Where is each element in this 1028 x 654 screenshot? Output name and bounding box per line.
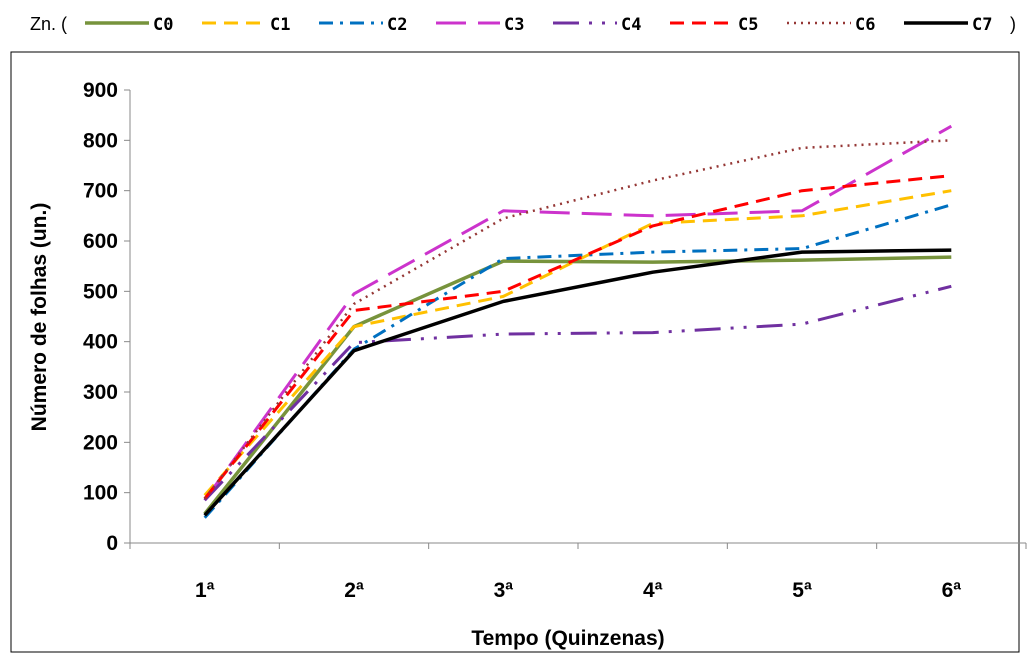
x-tick-label: 5ª <box>792 579 812 602</box>
y-tick-label: 900 <box>83 79 118 102</box>
series-line-c4 <box>203 284 952 502</box>
series-lines <box>203 124 953 519</box>
series-line-c0 <box>203 255 952 515</box>
y-tick-label: 700 <box>83 180 118 203</box>
y-tick-label: 0 <box>106 532 118 555</box>
legend-label-c7: C7 <box>972 15 992 35</box>
y-tick-label: 200 <box>83 431 118 454</box>
legend-label-c3: C3 <box>504 15 524 35</box>
y-tick-label: 100 <box>83 482 118 505</box>
series-line-c3 <box>203 124 953 502</box>
y-tick-label: 600 <box>83 230 118 253</box>
x-tick-label: 4ª <box>643 579 663 602</box>
legend-label-c6: C6 <box>855 15 875 35</box>
legend-prefix: Zn. ( <box>30 14 67 34</box>
legend-label-c0: C0 <box>153 15 173 35</box>
legend-label-c4: C4 <box>621 15 641 35</box>
x-tick-label: 3ª <box>494 579 514 602</box>
legend-items: C0 C1 C2 C3 C4 C5 C6 C7 <box>85 15 992 35</box>
series-line-c7 <box>203 248 952 517</box>
legend: Zn. ( C0 C1 C2 C3 C4 C5 C6 C7 ) <box>30 14 1016 35</box>
y-tick-label: 400 <box>83 331 118 354</box>
y-tick-label: 500 <box>83 280 118 303</box>
y-tick-label: 300 <box>83 381 118 404</box>
series-line-c6 <box>203 139 952 500</box>
axes: 0 100 200 300 400 500 600 700 800 900 1ª 2ª 3ª 4ª 5ª 6ª <box>83 79 1027 602</box>
legend-label-c1: C1 <box>270 15 290 35</box>
chart-frame <box>10 51 1020 653</box>
x-tick-label: 1ª <box>195 579 215 602</box>
y-axis-title: Número de folhas (un.) <box>28 203 51 432</box>
series-line-c1 <box>203 189 952 497</box>
legend-suffix: ) <box>1010 14 1016 34</box>
legend-label-c5: C5 <box>738 15 758 35</box>
x-tick-label: 2ª <box>344 579 364 602</box>
legend-label-c2: C2 <box>387 15 407 35</box>
x-axis-title: Tempo (Quinzenas) <box>471 627 664 650</box>
series-line-c5 <box>203 174 952 500</box>
x-tick-label: 6ª <box>942 579 962 602</box>
y-tick-label: 800 <box>83 129 118 152</box>
